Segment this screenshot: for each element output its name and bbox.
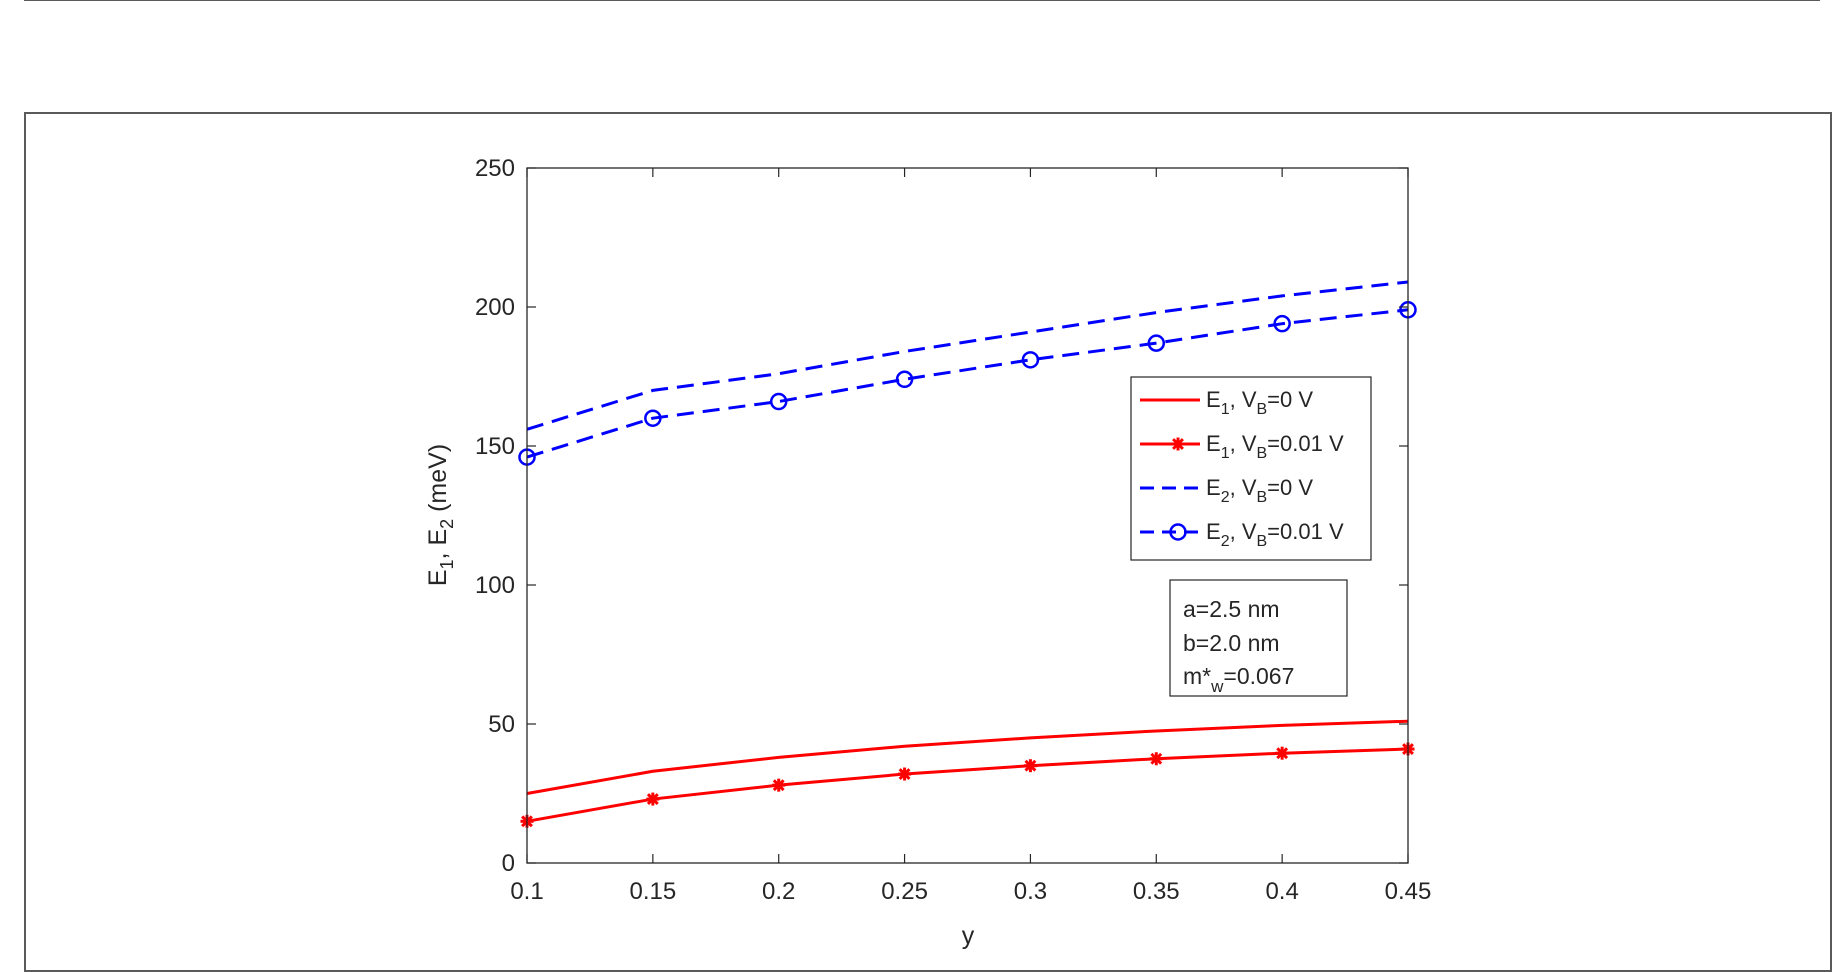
x-tick-label: 0.3 (1014, 878, 1047, 905)
series-line (526, 719, 1409, 795)
data-point-circle (1273, 314, 1291, 333)
annotation-line-b: b=2.0 nm (1183, 630, 1280, 656)
data-point-star (1275, 746, 1289, 760)
legend-entry: E1, VB=0.01 V (1140, 431, 1344, 462)
data-point-circle (1147, 334, 1166, 352)
parameter-annotation: a=2.5 nm b=2.0 nm m*w=0.067 (1169, 579, 1348, 697)
legend: E1, VB=0 V E1, VB=0.01 V E2, VB=0 V E2, VB=… (1130, 376, 1372, 561)
data-point-circle (644, 409, 662, 427)
data-point-star (772, 778, 786, 792)
y-tick-label: 50 (488, 711, 515, 738)
y-tick-label: 150 (475, 433, 515, 460)
series-line (526, 747, 1409, 823)
legend-entry: E2, VB=0.01 V (1140, 519, 1344, 550)
x-axis-label: y (962, 922, 975, 950)
data-point-star (646, 792, 660, 806)
y-tick-label: 0 (502, 850, 515, 877)
series-line (526, 308, 1409, 459)
data-point-circle (769, 392, 788, 411)
data-point-star (1149, 752, 1163, 766)
series-line (526, 280, 1409, 431)
series-2 (520, 742, 1415, 828)
legend-label: E2, VB=0 V (1206, 475, 1313, 506)
x-tick-label: 0.4 (1265, 878, 1298, 905)
legend-entry: E2, VB=0 V (1140, 475, 1313, 506)
legend-entries: E1, VB=0 V E1, VB=0.01 V E2, VB=0 V E2, VB=… (1140, 387, 1344, 550)
y-axis-label: E1, E2 (meV) (424, 444, 457, 586)
x-tick-label: 0.15 (629, 878, 676, 905)
data-point-star (898, 767, 912, 781)
x-tick-label: 0.45 (1385, 878, 1432, 905)
series-3 (526, 280, 1409, 431)
data-point-circle (895, 370, 914, 389)
x-tick-label: 0.25 (881, 878, 928, 905)
data-point-circle (1169, 523, 1187, 541)
x-tick-label: 0.35 (1133, 878, 1180, 905)
y-tick-label: 100 (475, 572, 515, 599)
series-layer (518, 280, 1417, 828)
x-tick-label: 0.1 (510, 878, 543, 905)
data-point-circle (1021, 351, 1040, 369)
data-point-star (1171, 437, 1185, 451)
y-tick-label: 250 (475, 155, 515, 182)
plot-area (526, 167, 1409, 864)
data-point-star (1023, 759, 1037, 773)
annotation-line-a: a=2.5 nm (1183, 596, 1280, 622)
series-1 (526, 719, 1409, 795)
legend-label: E2, VB=0.01 V (1206, 519, 1344, 550)
y-tick-label: 200 (475, 294, 515, 321)
previous-figure-frame (24, 0, 1820, 1)
tick-layer: 0.1 0.15 0.2 0.25 0.3 0.35 0.4 0.45 0 50 100 150 200… (475, 155, 1431, 905)
legend-label: E1, VB=0 V (1206, 387, 1313, 418)
annotation-line-m: m*w=0.067 (1183, 663, 1294, 696)
annotation-box (1169, 579, 1348, 697)
legend-entry: E1, VB=0 V (1140, 387, 1313, 418)
legend-label: E1, VB=0.01 V (1206, 431, 1344, 462)
x-tick-label: 0.2 (762, 878, 795, 905)
